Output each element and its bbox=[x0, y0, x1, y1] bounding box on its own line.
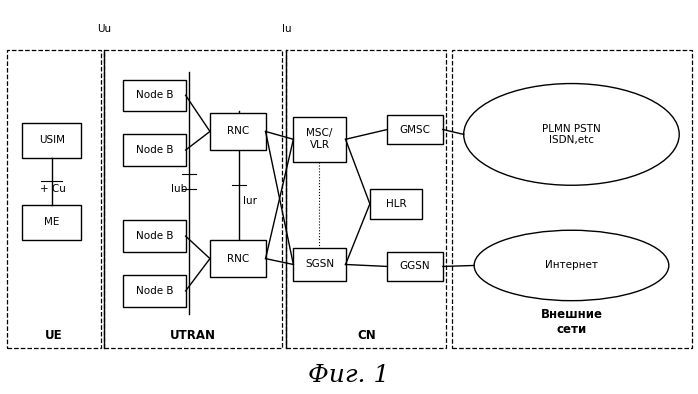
Text: Node B: Node B bbox=[135, 286, 173, 296]
Text: PLMN PSTN
ISDN,etc: PLMN PSTN ISDN,etc bbox=[542, 124, 601, 145]
FancyBboxPatch shape bbox=[387, 252, 443, 281]
Text: USIM: USIM bbox=[39, 135, 65, 145]
Text: RNC: RNC bbox=[227, 254, 249, 264]
Text: SGSN: SGSN bbox=[305, 260, 334, 269]
FancyBboxPatch shape bbox=[123, 275, 186, 307]
Ellipse shape bbox=[463, 84, 679, 185]
FancyBboxPatch shape bbox=[123, 134, 186, 166]
Text: Iur: Iur bbox=[244, 196, 258, 206]
Text: ME: ME bbox=[44, 217, 59, 227]
FancyBboxPatch shape bbox=[452, 50, 692, 348]
Text: CN: CN bbox=[357, 329, 376, 342]
FancyBboxPatch shape bbox=[293, 117, 346, 162]
Text: RNC: RNC bbox=[227, 126, 249, 136]
Text: GGSN: GGSN bbox=[400, 262, 431, 271]
FancyBboxPatch shape bbox=[104, 50, 281, 348]
FancyBboxPatch shape bbox=[210, 113, 265, 150]
Text: + Cu: + Cu bbox=[40, 184, 66, 194]
FancyBboxPatch shape bbox=[387, 115, 443, 144]
FancyBboxPatch shape bbox=[286, 50, 446, 348]
Text: UE: UE bbox=[45, 329, 62, 342]
FancyBboxPatch shape bbox=[22, 123, 82, 158]
Text: Внешние
сети: Внешние сети bbox=[540, 308, 602, 336]
Text: Iub: Iub bbox=[170, 184, 187, 194]
Text: MSC/
VLR: MSC/ VLR bbox=[306, 128, 333, 150]
Text: UTRAN: UTRAN bbox=[170, 329, 216, 342]
Text: Фиг. 1: Фиг. 1 bbox=[309, 364, 389, 387]
Text: Iu: Iu bbox=[281, 24, 291, 34]
Text: GMSC: GMSC bbox=[399, 125, 431, 134]
Text: Node B: Node B bbox=[135, 90, 173, 100]
Text: Node B: Node B bbox=[135, 231, 173, 241]
FancyBboxPatch shape bbox=[22, 205, 82, 240]
FancyBboxPatch shape bbox=[210, 240, 265, 277]
FancyBboxPatch shape bbox=[293, 248, 346, 281]
Text: Интернет: Интернет bbox=[545, 260, 598, 270]
Text: Uu: Uu bbox=[97, 24, 112, 34]
FancyBboxPatch shape bbox=[7, 50, 101, 348]
FancyBboxPatch shape bbox=[123, 221, 186, 252]
FancyBboxPatch shape bbox=[123, 80, 186, 111]
Text: Node B: Node B bbox=[135, 145, 173, 155]
Ellipse shape bbox=[474, 230, 669, 301]
Text: HLR: HLR bbox=[385, 199, 406, 209]
FancyBboxPatch shape bbox=[370, 189, 422, 219]
